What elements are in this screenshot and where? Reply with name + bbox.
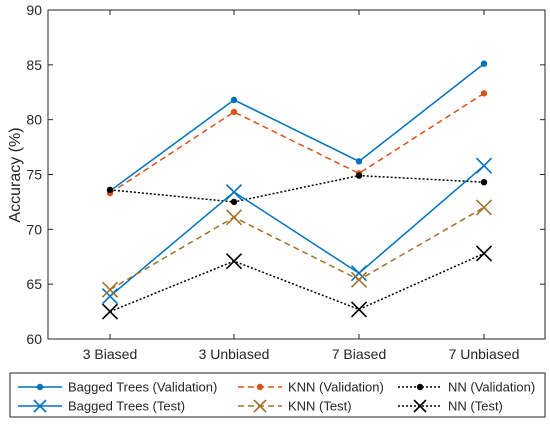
data-point [256,383,264,391]
legend-item: KNN (Validation) [238,380,384,395]
series-line [109,206,485,291]
y-tick-label: 85 [26,57,42,73]
legend-item: NN (Validation) [398,380,535,395]
data-point [350,265,368,282]
series-line [109,92,485,194]
legend-label: Bagged Trees (Test) [68,399,185,414]
legend-item: Bagged Trees (Validation) [18,380,217,395]
legend-label: KNN (Test) [288,399,352,414]
data-point [36,383,44,391]
y-tick-label: 90 [26,2,42,18]
legend-box [9,372,546,418]
legend-item: KNN (Test) [238,399,352,414]
data-point [475,245,493,262]
data-point [225,183,243,201]
series-line [109,174,485,203]
series-line [109,165,485,297]
data-point [416,383,424,391]
data-point [480,60,488,67]
data-point [480,178,488,186]
series-nn-test [101,245,493,320]
data-point [101,288,119,305]
data-point [230,198,238,206]
data-point [101,303,119,320]
data-point [253,399,267,413]
y-tick-label: 75 [26,167,42,183]
data-point [350,301,368,318]
data-point [225,209,243,226]
data-point [230,108,238,116]
data-point [475,157,493,174]
x-tick-label: 3 Biased [83,346,137,362]
legend-item: Bagged Trees (Test) [18,399,185,414]
data-point [355,172,363,179]
x-tick-label: 7 Unbiased [449,346,520,362]
data-point [355,158,363,165]
legend-label: NN (Test) [448,399,503,414]
data-point [413,399,427,413]
data-point [106,186,114,194]
series-knn-test [101,199,493,298]
legend-item: NN (Test) [398,399,503,414]
y-tick-label: 70 [26,221,42,237]
series-line [109,63,485,192]
x-tick-label: 7 Biased [332,346,386,362]
legend: Bagged Trees (Validation) KNN (Validation… [9,372,546,418]
legend-label: NN (Validation) [448,380,535,395]
y-tick-label: 60 [26,331,42,347]
data-point [230,96,238,104]
data-point [101,281,119,298]
data-point [225,253,243,270]
data-point [475,199,493,216]
x-tick-label: 3 Unbiased [199,346,270,362]
series-bagged-trees-test [101,157,493,305]
data-point [480,90,488,97]
legend-label: Bagged Trees (Validation) [68,380,217,395]
legend-label: KNN (Validation) [288,380,384,395]
data-point [33,399,47,413]
y-tick-label: 65 [26,276,42,292]
y-axis-label: Accuracy (%) [7,127,24,222]
y-tick-label: 80 [26,112,42,128]
data-point [350,271,368,288]
series-line [109,252,485,313]
series-nn-validation [106,172,488,206]
plot-area [47,9,546,340]
